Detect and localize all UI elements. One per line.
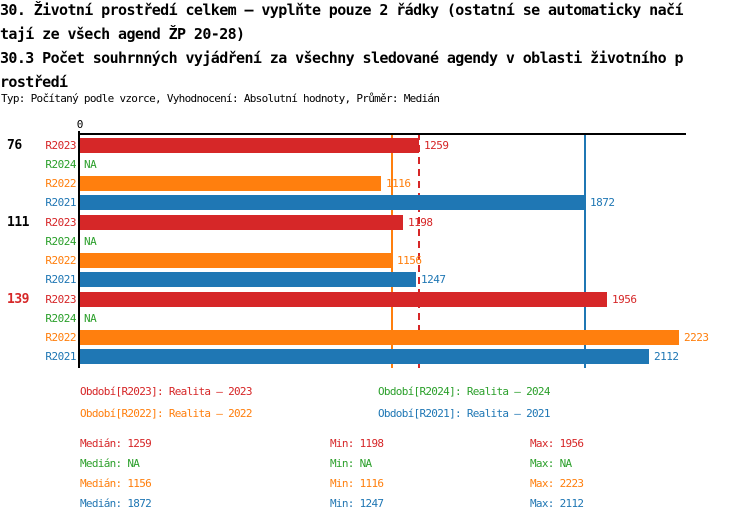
row-label-R2021: R2021 — [45, 196, 76, 209]
row-label-R2021: R2021 — [45, 350, 76, 363]
group-label: 139 — [7, 292, 29, 307]
group-label: 76 — [7, 138, 22, 153]
legend-item-R2024: Období[R2024]: Realita – 2024 — [378, 385, 550, 398]
stat-min-R2024: Min: NA — [330, 457, 372, 470]
bar-R2021 — [80, 349, 649, 364]
stat-median-R2022: Medián: 1156 — [80, 477, 152, 490]
stat-max-R2023: Max: 1956 — [530, 437, 584, 450]
bar-R2022 — [80, 330, 679, 345]
row-label-R2024: R2024 — [45, 235, 76, 248]
bar-R2021 — [80, 195, 585, 210]
legend-item-R2021: Období[R2021]: Realita – 2021 — [378, 407, 550, 420]
stat-max-R2022: Max: 2223 — [530, 477, 584, 490]
bar-value-label: 1259 — [424, 139, 449, 152]
median-line-R2023 — [418, 133, 421, 368]
stat-max-R2024: Max: NA — [530, 457, 572, 470]
row-label-R2024: R2024 — [45, 312, 76, 325]
na-value-R2024: NA — [84, 158, 97, 171]
bar-value-label: 2223 — [684, 331, 709, 344]
bar-value-label: 1956 — [612, 293, 637, 306]
legend-item-R2022: Období[R2022]: Realita – 2022 — [80, 407, 252, 420]
x-axis-origin-tick: 0 — [76, 118, 84, 131]
row-label-R2023: R2023 — [45, 139, 76, 152]
legend-item-R2023: Období[R2023]: Realita – 2023 — [80, 385, 252, 398]
bar-value-label: 1247 — [421, 273, 446, 286]
bar-value-label: 1156 — [397, 254, 422, 267]
title-line-3: 30.3 Počet souhrnných vyjádření za všech… — [0, 49, 684, 67]
y-axis-line — [78, 131, 80, 368]
chart-meta-line: Typ: Počítaný podle vzorce, Vyhodnocení:… — [1, 92, 440, 105]
group-label: 111 — [7, 215, 29, 230]
stat-median-R2023: Medián: 1259 — [80, 437, 152, 450]
title-line-1: 30. Životní prostředí celkem – vyplňte p… — [0, 1, 684, 19]
bar-R2021 — [80, 272, 416, 287]
x-axis-line — [79, 133, 686, 135]
row-label-R2023: R2023 — [45, 216, 76, 229]
stat-min-R2021: Min: 1247 — [330, 497, 384, 510]
row-label-R2022: R2022 — [45, 254, 76, 267]
bar-value-label: 1116 — [386, 177, 411, 190]
bar-value-label: 1872 — [590, 196, 615, 209]
stat-median-R2024: Medián: NA — [80, 457, 140, 470]
na-value-R2024: NA — [84, 312, 97, 325]
bar-R2022 — [80, 253, 392, 268]
bar-R2023 — [80, 215, 403, 230]
stat-max-R2021: Max: 2112 — [530, 497, 584, 510]
na-value-R2024: NA — [84, 235, 97, 248]
row-label-R2022: R2022 — [45, 177, 76, 190]
row-label-R2024: R2024 — [45, 158, 76, 171]
row-label-R2023: R2023 — [45, 293, 76, 306]
row-label-R2021: R2021 — [45, 273, 76, 286]
stat-min-R2022: Min: 1116 — [330, 477, 384, 490]
title-line-4: rostředí — [0, 73, 68, 91]
bar-R2023 — [80, 138, 419, 153]
report-title: 30. Životní prostředí celkem – vyplňte p… — [0, 0, 750, 94]
title-line-2: tají ze všech agend ŽP 20-28) — [0, 25, 245, 43]
bar-value-label: 2112 — [654, 350, 679, 363]
bar-value-label: 1198 — [408, 216, 433, 229]
bar-R2022 — [80, 176, 381, 191]
bar-R2023 — [80, 292, 607, 307]
stat-min-R2023: Min: 1198 — [330, 437, 384, 450]
row-label-R2022: R2022 — [45, 331, 76, 344]
median-line-R2021 — [583, 133, 586, 368]
stat-median-R2021: Medián: 1872 — [80, 497, 152, 510]
median-line-R2022 — [390, 133, 393, 368]
